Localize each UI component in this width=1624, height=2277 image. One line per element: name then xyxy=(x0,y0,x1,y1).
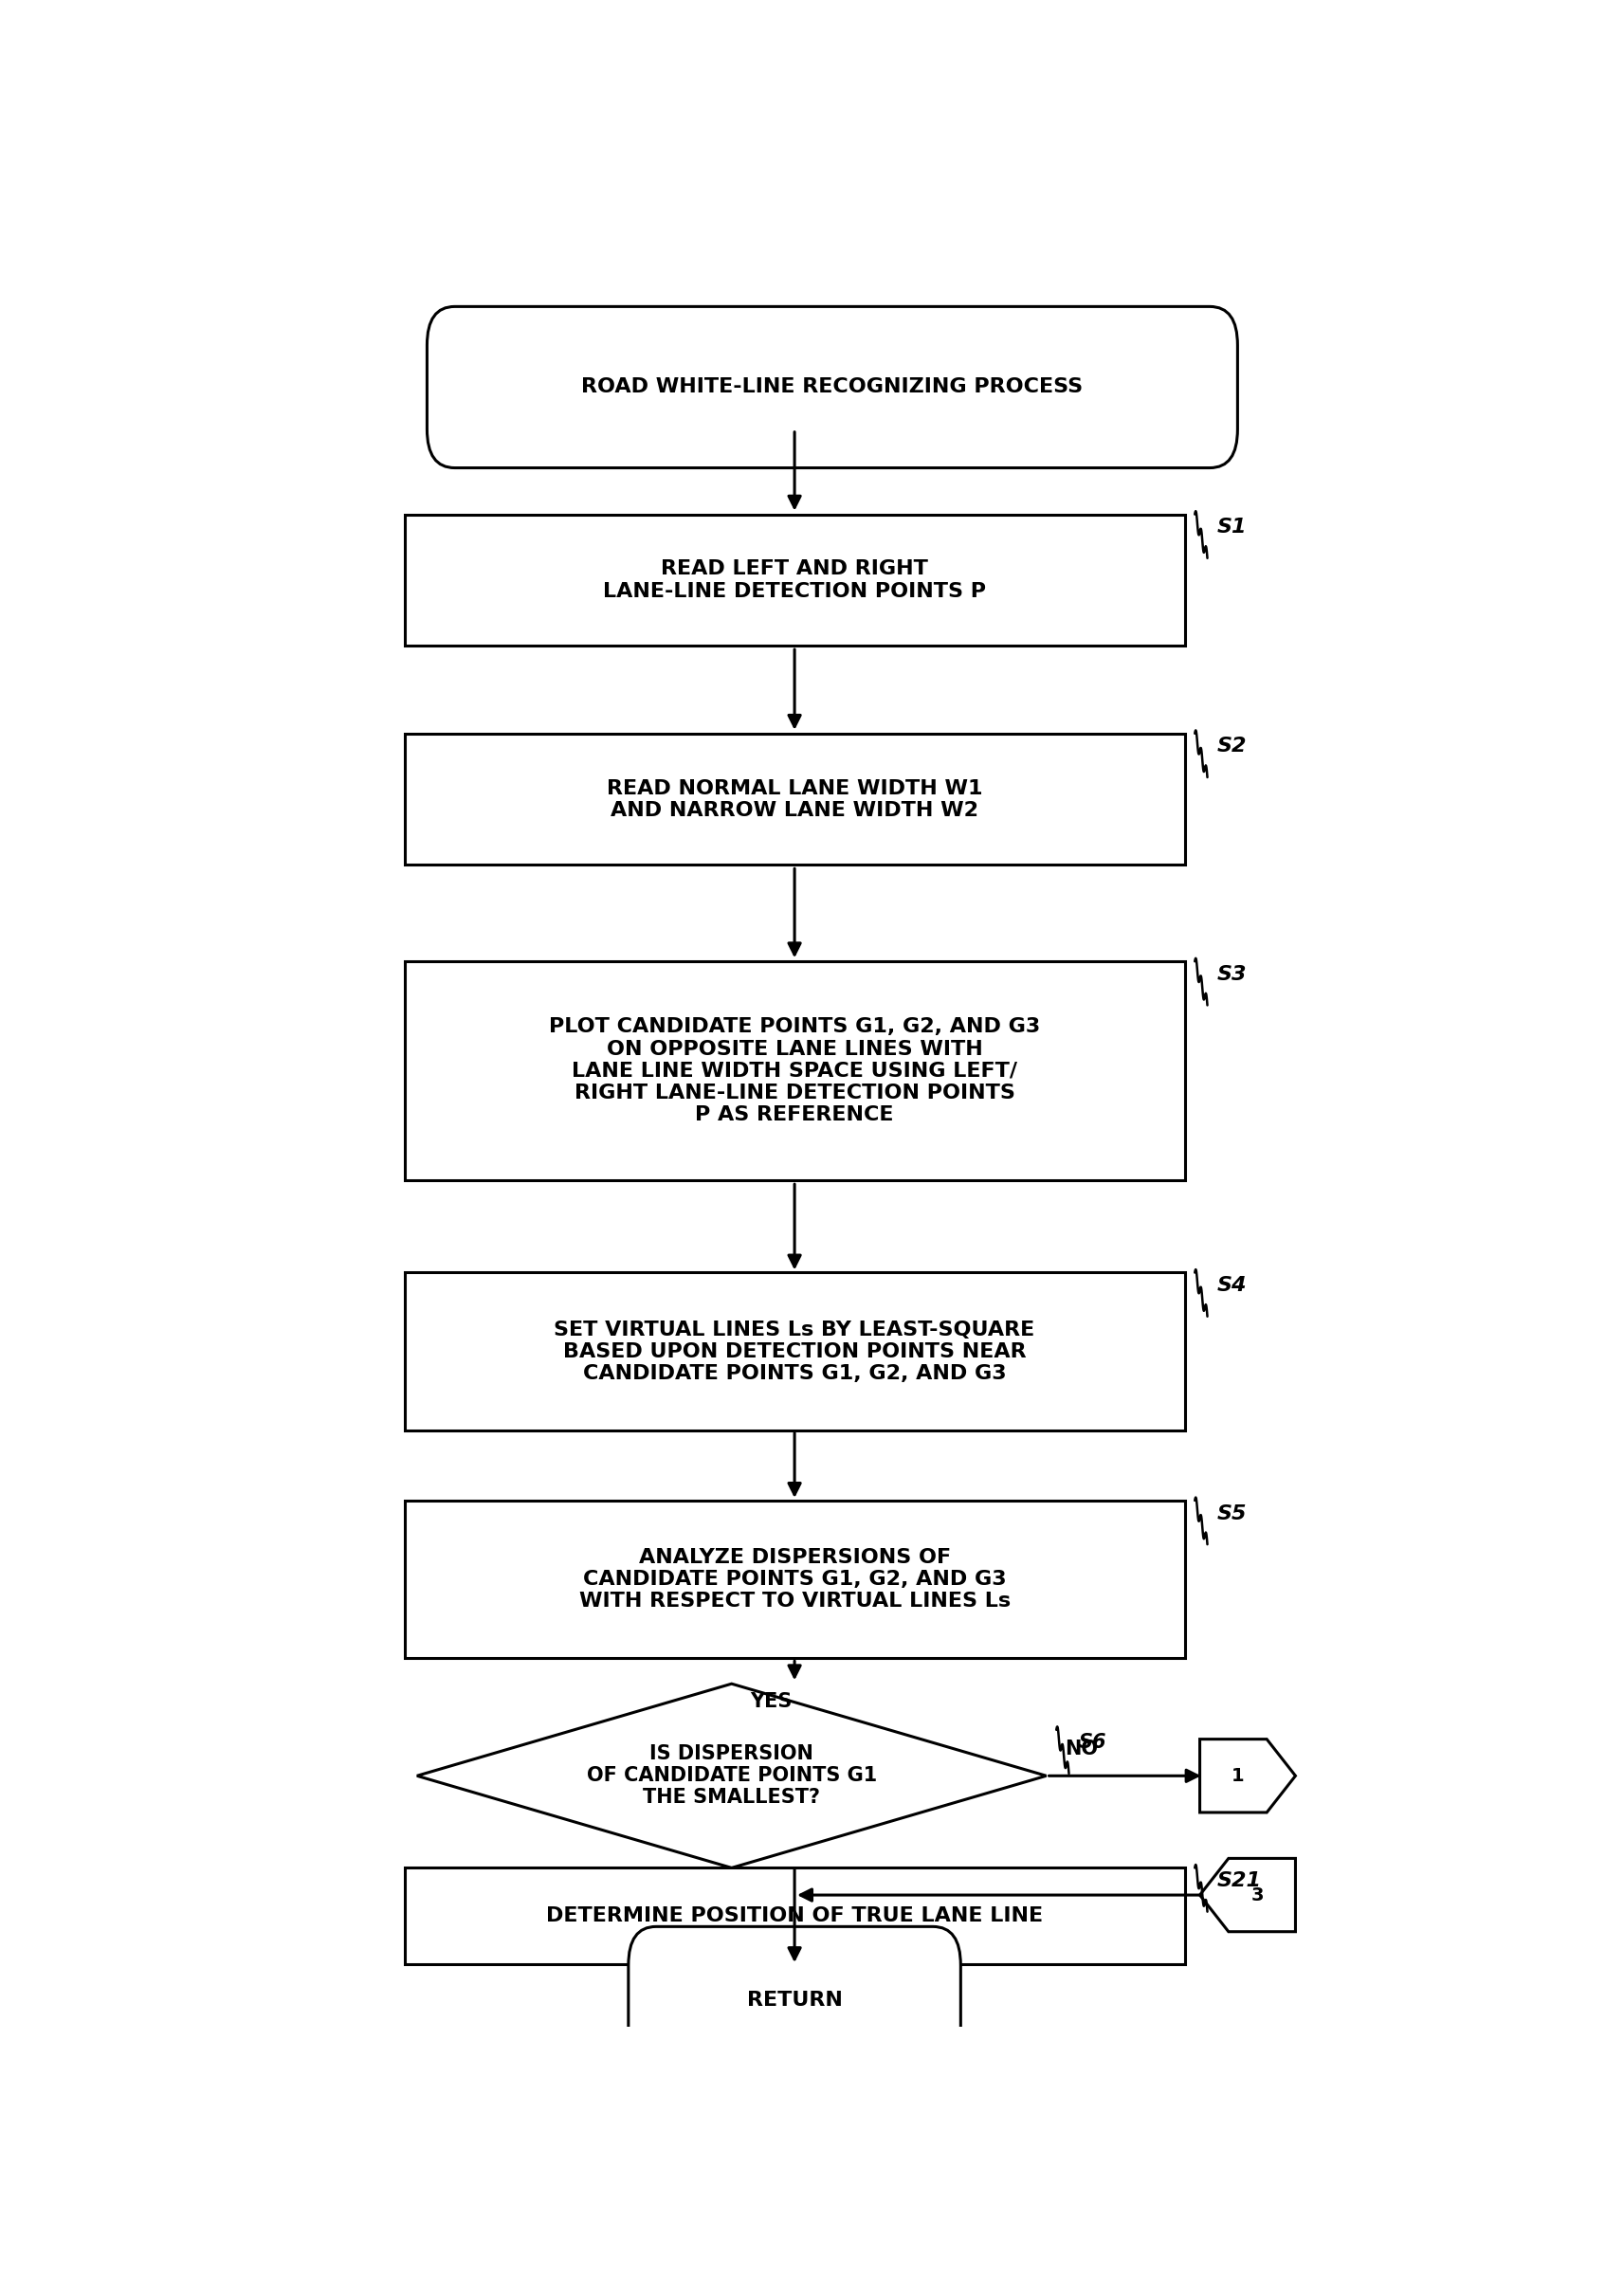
Text: S21: S21 xyxy=(1218,1872,1262,1890)
Text: READ NORMAL LANE WIDTH W1
AND NARROW LANE WIDTH W2: READ NORMAL LANE WIDTH W1 AND NARROW LAN… xyxy=(607,779,983,820)
Polygon shape xyxy=(1200,1740,1296,1812)
FancyBboxPatch shape xyxy=(427,307,1237,467)
Text: ROAD WHITE-LINE RECOGNIZING PROCESS: ROAD WHITE-LINE RECOGNIZING PROCESS xyxy=(581,378,1083,396)
Text: NO: NO xyxy=(1065,1740,1098,1758)
Text: READ LEFT AND RIGHT
LANE-LINE DETECTION POINTS P: READ LEFT AND RIGHT LANE-LINE DETECTION … xyxy=(603,560,986,601)
Polygon shape xyxy=(417,1683,1046,1867)
Bar xyxy=(404,515,1186,647)
Text: S5: S5 xyxy=(1218,1505,1247,1523)
Bar xyxy=(404,733,1186,865)
Bar xyxy=(404,1273,1186,1430)
Text: SET VIRTUAL LINES Ls BY LEAST-SQUARE
BASED UPON DETECTION POINTS NEAR
CANDIDATE : SET VIRTUAL LINES Ls BY LEAST-SQUARE BAS… xyxy=(554,1321,1034,1382)
Text: S3: S3 xyxy=(1218,965,1247,984)
Text: PLOT CANDIDATE POINTS G1, G2, AND G3
ON OPPOSITE LANE LINES WITH
LANE LINE WIDTH: PLOT CANDIDATE POINTS G1, G2, AND G3 ON … xyxy=(549,1018,1041,1125)
Text: IS DISPERSION
OF CANDIDATE POINTS G1
THE SMALLEST?: IS DISPERSION OF CANDIDATE POINTS G1 THE… xyxy=(586,1744,877,1808)
Text: S2: S2 xyxy=(1218,738,1247,756)
Bar xyxy=(404,1867,1186,1965)
Bar xyxy=(404,1501,1186,1658)
Text: 3: 3 xyxy=(1250,1885,1263,1904)
Text: S4: S4 xyxy=(1218,1275,1247,1296)
Text: DETERMINE POSITION OF TRUE LANE LINE: DETERMINE POSITION OF TRUE LANE LINE xyxy=(546,1906,1043,1926)
Text: ANALYZE DISPERSIONS OF
CANDIDATE POINTS G1, G2, AND G3
WITH RESPECT TO VIRTUAL L: ANALYZE DISPERSIONS OF CANDIDATE POINTS … xyxy=(578,1548,1010,1610)
Text: 1: 1 xyxy=(1231,1767,1244,1785)
Text: YES: YES xyxy=(750,1692,793,1710)
Text: RETURN: RETURN xyxy=(747,1990,843,2011)
Bar xyxy=(404,961,1186,1179)
Text: S6: S6 xyxy=(1078,1733,1108,1753)
Text: S1: S1 xyxy=(1218,517,1247,537)
Polygon shape xyxy=(1200,1858,1296,1931)
FancyBboxPatch shape xyxy=(628,1926,961,2074)
